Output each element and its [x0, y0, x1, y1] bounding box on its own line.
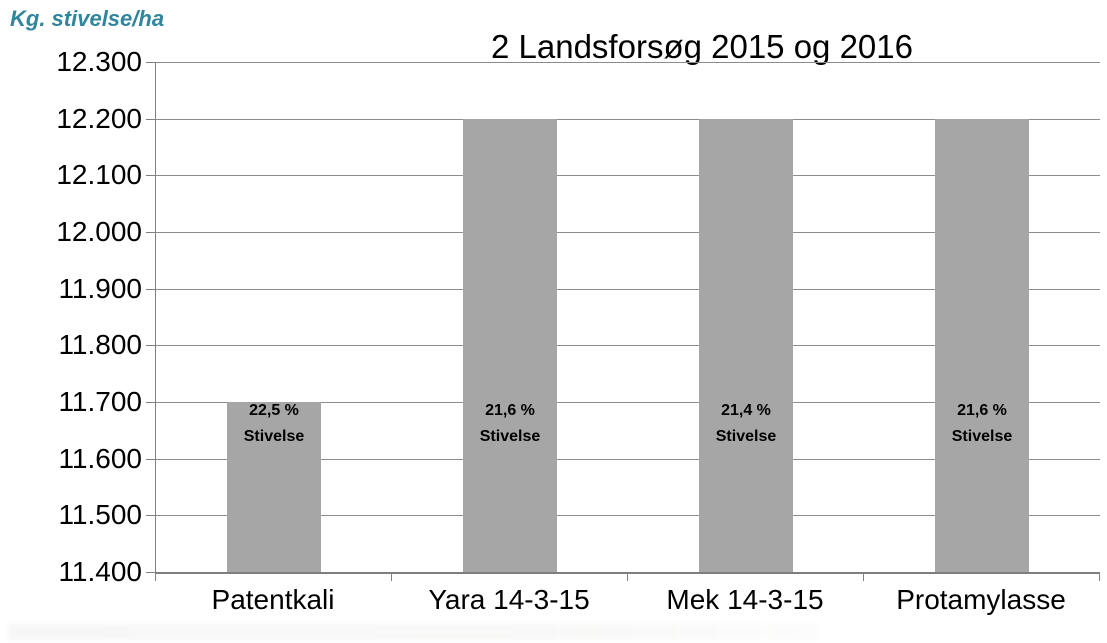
- y-axis-tick-label: 11.700: [58, 386, 142, 417]
- x-axis-tick-mark: [627, 574, 628, 581]
- y-axis-tick-mark: [146, 232, 155, 233]
- x-axis-tick-mark: [391, 574, 392, 581]
- y-axis-tick-label: 12.200: [56, 103, 142, 134]
- y-axis-tick-label: 11.500: [58, 499, 142, 530]
- gridline: [156, 289, 1100, 290]
- gridline: [156, 175, 1100, 176]
- y-axis-tick-label: 12.100: [56, 159, 142, 190]
- y-axis-tick-label: 11.900: [58, 273, 142, 304]
- y-axis-tick-mark: [146, 402, 155, 403]
- bar-mek-14-3-15[interactable]: [699, 119, 793, 572]
- bar-data-label: 21,6 % Stivelse: [897, 398, 1067, 450]
- gridline: [156, 119, 1100, 120]
- bar-pct-value: 21,6 %: [485, 402, 535, 419]
- bar-pct-unit: Stivelse: [715, 428, 777, 445]
- y-axis-tick-label: 11.400: [58, 556, 142, 587]
- bar-protamylasse[interactable]: [935, 119, 1029, 572]
- x-axis-tick-mark: [863, 574, 864, 581]
- bar-data-label: 21,6 % Stivelse: [425, 398, 595, 450]
- y-axis-tick-label: 11.800: [58, 329, 142, 360]
- x-axis-tick-mark: [155, 574, 156, 581]
- y-axis-tick-mark: [146, 459, 155, 460]
- gridline: [156, 515, 1100, 516]
- bar-pct-value: 21,4 %: [721, 402, 771, 419]
- y-axis-tick-mark: [146, 345, 155, 346]
- gridline: [156, 459, 1100, 460]
- gridline: [156, 402, 1100, 403]
- bar-pct-unit: Stivelse: [951, 428, 1013, 445]
- x-axis-tick-mark: [1099, 574, 1100, 581]
- y-axis-tick-label: 12.000: [56, 216, 142, 247]
- bar-yara-14-3-15[interactable]: [463, 119, 557, 572]
- bar-patentkali[interactable]: [227, 402, 321, 572]
- x-axis-label-protamylasse: Protamylasse: [896, 584, 1066, 615]
- plot-area: 22,5 % Stivelse 21,6 % Stivelse 21,4 % S…: [155, 62, 1100, 574]
- gridline: [156, 62, 1100, 63]
- y-axis-tick-mark: [146, 515, 155, 516]
- bar-pct-value: 22,5 %: [249, 402, 299, 419]
- bottom-smudge-artifact: [8, 624, 818, 640]
- y-axis-tick-mark: [146, 119, 155, 120]
- bar-pct-unit: Stivelse: [479, 428, 541, 445]
- gridline: [156, 345, 1100, 346]
- y-axis-tick-label: 11.600: [58, 443, 142, 474]
- x-axis-label-patentkali: Patentkali: [211, 584, 335, 615]
- bar-data-label: 21,4 % Stivelse: [661, 398, 831, 450]
- y-axis-tick-mark: [146, 572, 155, 573]
- chart-title: 2 Landsforsøg 2015 og 2016: [491, 28, 913, 65]
- y-axis-tick-mark: [146, 175, 155, 176]
- y-axis-title: Kg. stivelse/ha: [10, 6, 165, 31]
- y-axis-tick-label: 12.300: [56, 46, 142, 77]
- bar-pct-unit: Stivelse: [243, 428, 305, 445]
- gridline: [156, 232, 1100, 233]
- x-axis-label-mek-14-3-15: Mek 14-3-15: [666, 584, 824, 615]
- bar-pct-value: 21,6 %: [957, 402, 1007, 419]
- y-axis-tick-mark: [146, 62, 155, 63]
- y-axis-tick-mark: [146, 289, 155, 290]
- x-axis-label-yara-14-3-15: Yara 14-3-15: [428, 584, 590, 615]
- bar-data-label: 22,5 % Stivelse: [189, 398, 359, 450]
